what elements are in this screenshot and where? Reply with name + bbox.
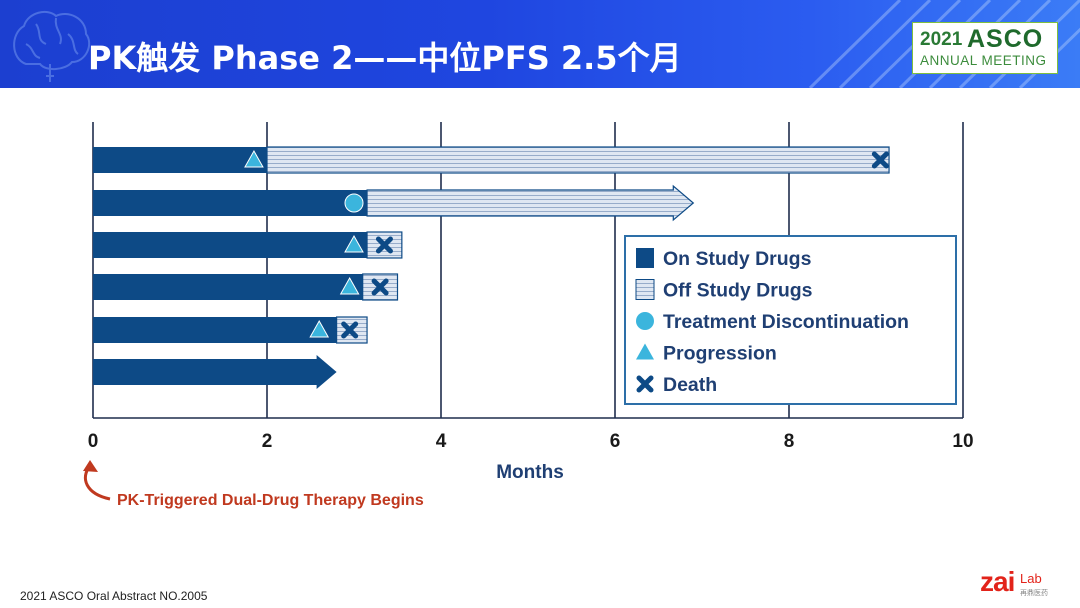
legend-label: Off Study Drugs bbox=[663, 280, 813, 302]
asco-logo: 2021 ASCO ANNUAL MEETING bbox=[912, 22, 1058, 74]
x-tick-label: 6 bbox=[610, 431, 621, 452]
legend-progression-swatch bbox=[636, 343, 654, 360]
x-tick-label: 2 bbox=[262, 431, 273, 452]
death-marker bbox=[341, 321, 359, 339]
death-marker-stroke bbox=[375, 236, 393, 254]
asco-logo-subtitle: ANNUAL MEETING bbox=[920, 53, 1047, 68]
brand-sub: 再鼎医药 bbox=[1020, 590, 1048, 597]
legend-box bbox=[624, 235, 957, 405]
death-marker-stroke bbox=[341, 321, 359, 339]
legend-on-study-swatch bbox=[636, 248, 654, 268]
legend: On Study Drugs Off Study Drugs Treatment D… bbox=[624, 235, 957, 405]
on-study-bar bbox=[93, 232, 368, 258]
legend-death-swatch bbox=[636, 375, 654, 393]
progression-marker bbox=[344, 234, 364, 253]
off-study-bar bbox=[266, 146, 890, 174]
progression-marker bbox=[244, 149, 264, 168]
on-study-bar bbox=[93, 190, 368, 216]
on-study-bar bbox=[93, 355, 337, 389]
legend-label: Progression bbox=[663, 343, 777, 365]
brand-suffix: Lab bbox=[1020, 571, 1042, 586]
off-study-bar bbox=[366, 184, 695, 222]
brand-name: zai bbox=[980, 566, 1015, 597]
footer-citation: 2021 ASCO Oral Abstract NO.2005 bbox=[20, 589, 208, 603]
asco-logo-year: 2021 bbox=[920, 29, 963, 50]
annotation-arrowhead bbox=[83, 460, 98, 472]
legend-off-study-swatch bbox=[635, 279, 655, 300]
x-tick-label: 4 bbox=[436, 431, 447, 452]
legend-label: Death bbox=[663, 374, 717, 396]
legend-label: On Study Drugs bbox=[663, 248, 812, 270]
death-marker-stroke bbox=[371, 278, 389, 296]
death-marker-stroke bbox=[871, 151, 889, 169]
on-study-bar bbox=[93, 147, 267, 173]
legend-label: Treatment Discontinuation bbox=[663, 311, 909, 333]
page-title: PK触发 Phase 2——中位PFS 2.5个月 bbox=[88, 39, 682, 77]
legend-discontinuation-swatch bbox=[636, 312, 654, 330]
on-study-bar bbox=[93, 274, 363, 300]
on-study-bar bbox=[93, 317, 337, 343]
x-tick-label: 8 bbox=[784, 431, 795, 452]
death-marker bbox=[871, 151, 889, 169]
progression-marker bbox=[309, 319, 330, 338]
brain-icon bbox=[13, 10, 91, 82]
swimmer-plot: 0 2 4 6 8 10 Months On Study Drugs Off Study Dru… bbox=[83, 122, 974, 509]
x-tick-label: 10 bbox=[952, 431, 973, 452]
asco-logo-name: ASCO bbox=[967, 25, 1044, 53]
x-tick-label: 0 bbox=[88, 431, 99, 452]
progression-marker bbox=[339, 276, 360, 295]
death-marker bbox=[371, 278, 389, 296]
death-marker bbox=[375, 236, 393, 254]
x-axis-label: Months bbox=[496, 462, 564, 483]
title-banner: PK触发 Phase 2——中位PFS 2.5个月 2021 ASCO ANNU… bbox=[0, 0, 1080, 88]
zai-lab-logo: zai Lab 再鼎医药 bbox=[980, 566, 1060, 600]
discontinuation-marker bbox=[344, 193, 364, 213]
annotation-text: PK-Triggered Dual-Drug Therapy Begins bbox=[117, 492, 424, 509]
